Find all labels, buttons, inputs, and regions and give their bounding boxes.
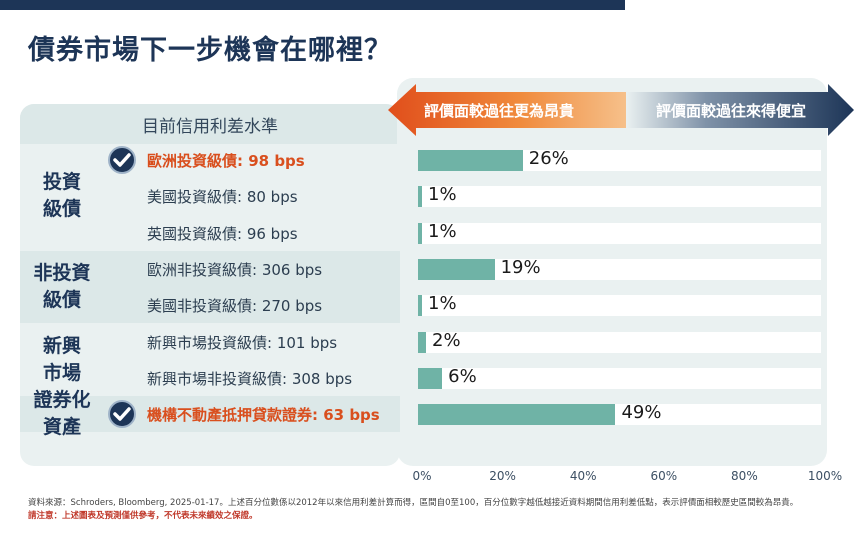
percentile-bar: [418, 258, 495, 280]
percentile-bar: [418, 150, 523, 171]
value-label: 19%: [500, 256, 541, 278]
percentile-bar: [418, 222, 423, 244]
group-label: 投資 級債: [42, 171, 81, 221]
x-tick-label: 0%: [412, 469, 432, 483]
percentile-bar: [418, 295, 423, 317]
row-label: 英國投資級債: 96 bps: [147, 224, 298, 243]
check-icon: [108, 146, 136, 174]
bar-track: [418, 258, 821, 280]
row-label: 歐洲投資級債: 98 bps: [147, 152, 305, 170]
page-title: 債券市場下一步機會在哪裡？: [28, 35, 392, 66]
value-label: 1%: [428, 220, 457, 242]
expensive-arrow: [388, 84, 626, 136]
row-label: 美國非投資級債: 270 bps: [147, 297, 323, 316]
row-label: 歐洲非投資級債: 306 bps: [147, 260, 323, 279]
bar-track: [418, 331, 821, 353]
value-label: 6%: [448, 365, 477, 387]
bar-track: [418, 295, 821, 317]
row-label: 機構不動產抵押貸款證券: 63 bps: [147, 406, 380, 425]
percentile-bar: [418, 331, 427, 353]
group-label: 證券化 資產: [33, 389, 91, 439]
group-band: [20, 396, 400, 433]
bar-track: [418, 222, 821, 244]
check-icon: [108, 400, 136, 429]
group-label: 新興 市場: [42, 334, 81, 384]
percentile-bar: [418, 367, 443, 389]
value-label: 1%: [428, 293, 457, 315]
x-tick-label: 40%: [569, 469, 597, 483]
percentile-bar: [418, 186, 423, 208]
x-tick-label: 100%: [807, 469, 843, 483]
value-label: 2%: [432, 329, 461, 351]
x-tick-label: 20%: [489, 469, 516, 483]
percentile-bar: [418, 404, 616, 426]
group-label: 非投資 級債: [33, 262, 91, 312]
spread-level-header: 目前信用利差水準: [20, 104, 400, 144]
value-label: 1%: [428, 184, 457, 206]
row-label: 美國投資級債: 80 bps: [147, 188, 298, 207]
value-label: 26%: [528, 148, 569, 169]
cheap-label: 評價面較過往來得便宜: [656, 102, 807, 120]
cheap-arrow: [626, 84, 854, 136]
source-footnote: 資料來源：Schroders, Bloomberg, 2025-01-17。上述…: [28, 498, 799, 508]
valuation-arrow: [388, 84, 854, 136]
expensive-label: 評價面較過往更為昂貴: [424, 102, 575, 120]
top-accent-bar: [0, 0, 625, 10]
group-band: [20, 250, 400, 324]
value-label: 49%: [621, 402, 662, 424]
row-label: 新興市場非投資級債: 308 bps: [147, 369, 353, 388]
bar-track: [418, 186, 821, 208]
x-tick-label: 80%: [731, 469, 758, 483]
row-label: 新興市場投資級債: 101 bps: [147, 333, 338, 352]
disclaimer: 請注意：上述圖表及預測僅供參考，不代表未來績效之保證。: [28, 511, 258, 521]
x-tick-label: 60%: [650, 469, 678, 483]
bar-track: [418, 367, 821, 389]
